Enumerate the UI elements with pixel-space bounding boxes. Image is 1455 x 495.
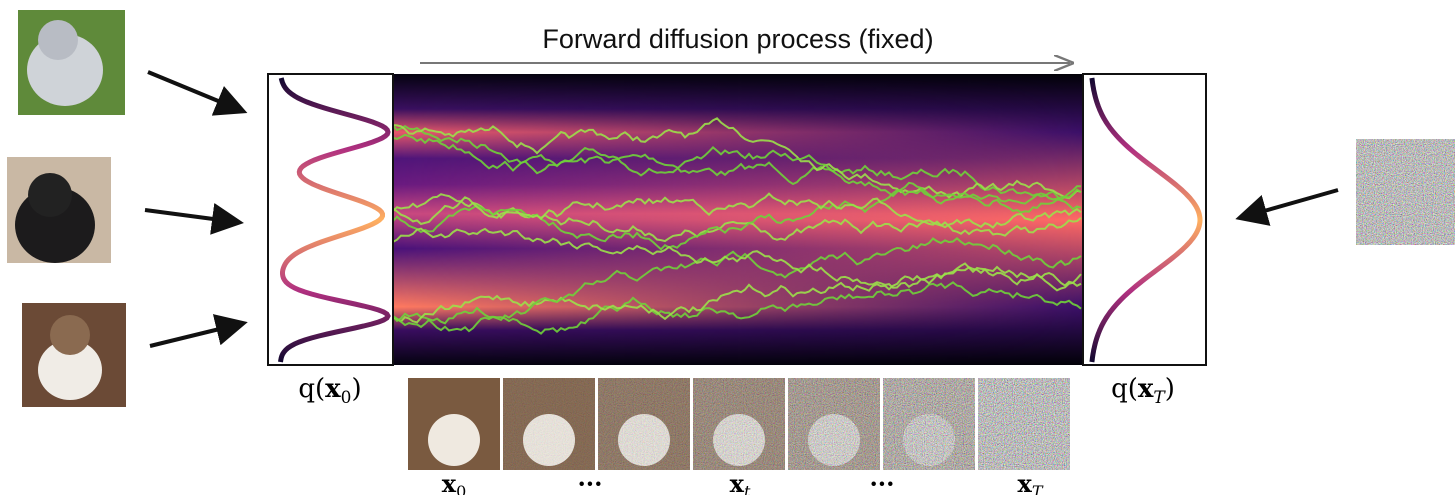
label-part: t bbox=[744, 482, 751, 495]
trajectory bbox=[392, 192, 1082, 229]
frame-label: ··· bbox=[869, 469, 894, 495]
trajectory bbox=[392, 123, 1082, 211]
end-density-curve bbox=[1089, 77, 1203, 363]
trajectory bbox=[392, 262, 1082, 324]
label-part: ··· bbox=[577, 469, 602, 495]
label-part: q( bbox=[298, 374, 325, 404]
label-part: ) bbox=[1165, 374, 1175, 404]
trajectory bbox=[392, 117, 1082, 200]
start-label: q(x0) bbox=[298, 374, 361, 408]
diffusion-panel-end bbox=[393, 74, 1083, 365]
trajectory bbox=[392, 236, 1082, 333]
arrows bbox=[144, 70, 1339, 348]
label-part: 0 bbox=[456, 482, 466, 495]
trajectory bbox=[392, 193, 1082, 243]
label-part: 0 bbox=[341, 388, 352, 408]
trajectories bbox=[392, 117, 1082, 335]
trajectory bbox=[392, 281, 1082, 335]
frame-noise bbox=[978, 378, 1070, 470]
frame-noise bbox=[503, 378, 595, 470]
label-part: q( bbox=[1111, 374, 1138, 404]
frames: x0 ··· xt ··· xT bbox=[408, 378, 1070, 495]
label-part: x bbox=[1138, 374, 1154, 404]
frame-cat bbox=[428, 414, 480, 466]
label-part: T bbox=[1032, 482, 1044, 495]
frame-label: xt bbox=[730, 469, 751, 495]
input-images bbox=[7, 10, 126, 407]
label-part: ··· bbox=[869, 469, 894, 495]
frame-noise bbox=[883, 378, 975, 470]
label-part: x bbox=[325, 374, 341, 404]
trajectory bbox=[392, 188, 1082, 251]
label-part: ) bbox=[351, 374, 361, 404]
frame-label: x0 bbox=[442, 469, 467, 495]
trajectory bbox=[392, 133, 1082, 205]
trajectory bbox=[392, 227, 1082, 289]
frame-noise bbox=[598, 378, 690, 470]
label-part: x bbox=[730, 469, 745, 495]
label-part: x bbox=[442, 469, 457, 495]
title: Forward diffusion process (fixed) bbox=[542, 24, 933, 54]
noise-image bbox=[1356, 139, 1455, 245]
end-label: q(xT) bbox=[1111, 374, 1175, 408]
frame-label: xT bbox=[1018, 469, 1044, 495]
label-part: T bbox=[1153, 388, 1166, 408]
label-part: x bbox=[1018, 469, 1033, 495]
start-density-curve bbox=[278, 77, 391, 363]
frame-label: ··· bbox=[577, 469, 602, 495]
frame-noise bbox=[788, 378, 880, 470]
frame-noise bbox=[693, 378, 785, 470]
